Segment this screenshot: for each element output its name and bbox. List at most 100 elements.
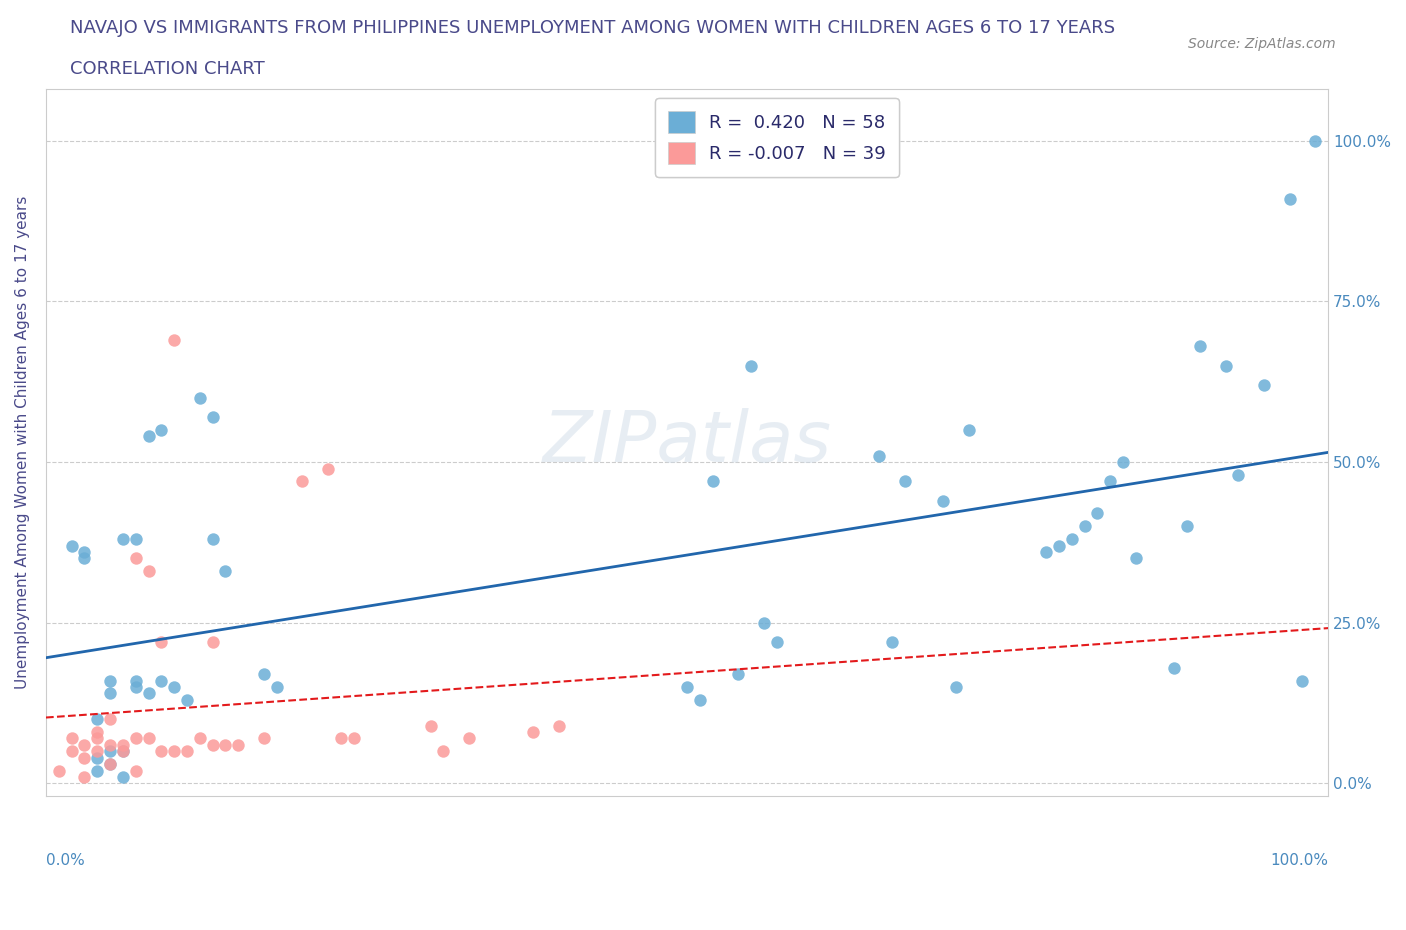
- Point: [676, 680, 699, 695]
- Text: 0.0%: 0.0%: [46, 853, 84, 868]
- Point: [188, 391, 211, 405]
- Point: [201, 737, 224, 752]
- Point: [86, 711, 108, 726]
- Point: [86, 744, 108, 759]
- Point: [1278, 192, 1301, 206]
- Point: [73, 551, 96, 566]
- Point: [188, 731, 211, 746]
- Point: [1305, 133, 1327, 148]
- Point: [894, 474, 917, 489]
- Point: [253, 667, 276, 682]
- Point: [945, 680, 967, 695]
- Point: [138, 429, 160, 444]
- Point: [73, 769, 96, 784]
- Text: CORRELATION CHART: CORRELATION CHART: [70, 60, 266, 78]
- Point: [932, 493, 955, 508]
- Point: [138, 564, 160, 578]
- Point: [1163, 660, 1185, 675]
- Point: [752, 616, 775, 631]
- Point: [1291, 673, 1313, 688]
- Point: [419, 718, 441, 733]
- Text: ZIPatlas: ZIPatlas: [543, 408, 831, 477]
- Point: [98, 757, 121, 772]
- Point: [316, 461, 339, 476]
- Point: [73, 751, 96, 765]
- Point: [125, 680, 148, 695]
- Point: [1125, 551, 1147, 566]
- Point: [60, 538, 83, 553]
- Text: NAVAJO VS IMMIGRANTS FROM PHILIPPINES UNEMPLOYMENT AMONG WOMEN WITH CHILDREN AGE: NAVAJO VS IMMIGRANTS FROM PHILIPPINES UN…: [70, 19, 1115, 36]
- Point: [1085, 506, 1108, 521]
- Text: Source: ZipAtlas.com: Source: ZipAtlas.com: [1188, 37, 1336, 51]
- Point: [125, 764, 148, 778]
- Point: [125, 731, 148, 746]
- Point: [201, 634, 224, 649]
- Point: [214, 737, 236, 752]
- Point: [1253, 378, 1275, 392]
- Point: [98, 686, 121, 701]
- Point: [98, 737, 121, 752]
- Point: [1112, 455, 1135, 470]
- Point: [253, 731, 276, 746]
- Point: [111, 737, 134, 752]
- Point: [98, 744, 121, 759]
- Point: [60, 744, 83, 759]
- Point: [73, 737, 96, 752]
- Point: [150, 634, 173, 649]
- Point: [163, 680, 186, 695]
- Text: 100.0%: 100.0%: [1270, 853, 1329, 868]
- Point: [163, 333, 186, 348]
- Point: [882, 634, 904, 649]
- Point: [1047, 538, 1070, 553]
- Point: [201, 409, 224, 424]
- Point: [689, 693, 711, 708]
- Point: [176, 693, 198, 708]
- Point: [432, 744, 454, 759]
- Point: [1227, 468, 1250, 483]
- Point: [868, 448, 890, 463]
- Point: [702, 474, 724, 489]
- Point: [150, 744, 173, 759]
- Point: [138, 686, 160, 701]
- Point: [98, 711, 121, 726]
- Legend: R =  0.420   N = 58, R = -0.007   N = 39: R = 0.420 N = 58, R = -0.007 N = 39: [655, 99, 898, 177]
- Point: [201, 532, 224, 547]
- Point: [86, 764, 108, 778]
- Point: [111, 744, 134, 759]
- Point: [98, 673, 121, 688]
- Point: [1099, 474, 1122, 489]
- Point: [98, 757, 121, 772]
- Point: [1073, 519, 1095, 534]
- Point: [1188, 339, 1211, 353]
- Point: [138, 731, 160, 746]
- Point: [86, 751, 108, 765]
- Point: [48, 764, 70, 778]
- Point: [957, 422, 980, 437]
- Point: [125, 532, 148, 547]
- Point: [111, 744, 134, 759]
- Point: [1215, 358, 1237, 373]
- Point: [1175, 519, 1198, 534]
- Point: [60, 731, 83, 746]
- Point: [73, 545, 96, 560]
- Point: [547, 718, 569, 733]
- Point: [176, 744, 198, 759]
- Point: [226, 737, 249, 752]
- Point: [214, 564, 236, 578]
- Point: [765, 634, 787, 649]
- Point: [86, 724, 108, 739]
- Point: [458, 731, 481, 746]
- Point: [163, 744, 186, 759]
- Point: [150, 422, 173, 437]
- Point: [291, 474, 314, 489]
- Point: [125, 551, 148, 566]
- Point: [727, 667, 749, 682]
- Point: [86, 731, 108, 746]
- Point: [343, 731, 366, 746]
- Point: [125, 673, 148, 688]
- Point: [1060, 532, 1083, 547]
- Point: [740, 358, 762, 373]
- Point: [111, 769, 134, 784]
- Point: [329, 731, 352, 746]
- Point: [1035, 545, 1057, 560]
